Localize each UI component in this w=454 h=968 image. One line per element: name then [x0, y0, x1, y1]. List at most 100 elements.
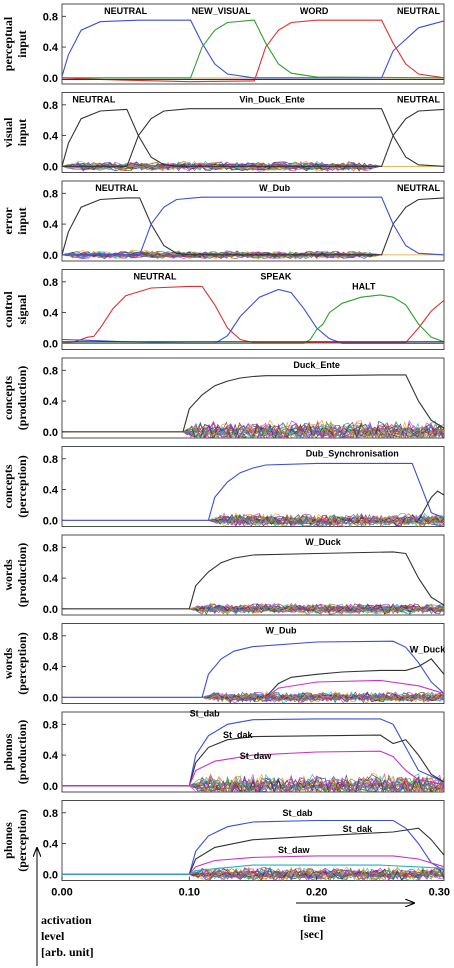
panel-ylabel-line: phonos — [1, 822, 15, 859]
panel-ylabel-line: visual — [1, 117, 15, 148]
series-line-green — [62, 19, 444, 79]
y-tick-label: 0.0 — [43, 73, 58, 85]
y-tick-label: 0.4 — [43, 42, 59, 54]
y-tick-label: 0.8 — [43, 719, 58, 731]
series-line-magenta — [62, 750, 444, 787]
state-label: NEUTRAL — [95, 183, 138, 193]
y-tick-label: 0.8 — [43, 454, 58, 466]
noise-series-line — [62, 160, 381, 172]
panel-plot-area — [62, 374, 444, 438]
noise-series-line — [202, 691, 444, 704]
state-label: SPEAK — [260, 272, 292, 282]
noise-series-line — [208, 512, 444, 527]
noise-series-line — [201, 692, 444, 703]
y-tick-label: 0.4 — [43, 839, 59, 851]
noise-series-line — [189, 867, 444, 881]
y-tick-label: 0.4 — [43, 485, 59, 497]
y-tick-label: 0.0 — [43, 250, 58, 262]
series-line-blue — [62, 196, 444, 256]
state-label: W_Duck — [305, 537, 342, 547]
noise-series-line — [189, 773, 444, 792]
y-tick-label: 0.8 — [43, 11, 58, 23]
noise-series-line — [202, 692, 444, 703]
panel-ylabel-line: words — [1, 559, 15, 591]
noise-series-line — [189, 602, 444, 615]
series-line-black — [62, 197, 444, 256]
panel-frame — [61, 623, 445, 704]
y-tick-label: 0.0 — [43, 869, 58, 881]
noise-series-line — [182, 419, 444, 438]
noise-series-line — [62, 161, 381, 171]
series-line-black — [62, 108, 444, 167]
state-label: St_daw — [278, 845, 311, 855]
panel-frame — [61, 92, 445, 173]
panel-4: 0.8 0.4 0.0 control signal NEUTRAL SPEAK HALT — [1, 269, 445, 350]
state-label: NEUTRAL — [397, 6, 440, 16]
panel-5: 0.8 0.4 0.0 concepts (production) Duck_Ente — [1, 357, 445, 439]
panel-ylabel-line: control — [1, 291, 15, 328]
series-line-black — [418, 490, 444, 521]
y-tick-label: 0.4 — [43, 308, 59, 320]
panel-plot-area — [62, 551, 444, 615]
panel-plot-area — [62, 108, 444, 172]
panel-frame — [61, 357, 445, 439]
x-tick-label: 0.00 — [51, 887, 72, 899]
panel-plot-area — [62, 285, 444, 344]
y-tick-label: 0.8 — [43, 542, 58, 554]
panel-10: 0.8 0.4 0.0 phonos (perception) St_dab St_dak S… — [1, 800, 445, 881]
panel-ylabel-line: words — [1, 648, 15, 680]
y-tick-label: 0.8 — [43, 631, 58, 643]
panel-ylabel-line: error — [1, 207, 15, 235]
y-tick-label: 0.4 — [43, 219, 59, 231]
state-label: W_Duck — [410, 645, 447, 655]
noise-series-line — [189, 603, 444, 615]
panel-8: 0.8 0.4 0.0 words (perception) W_Dub W_Duck — [1, 623, 447, 704]
series-line-cyan — [62, 864, 444, 875]
noise-series-line — [189, 603, 444, 615]
panel-3: 0.8 0.4 0.0 error input NEUTRAL W_Dub NEUTRAL — [1, 180, 445, 262]
noise-series-line — [201, 691, 444, 703]
y-tick-label: 0.8 — [43, 277, 58, 289]
series-line-red — [62, 285, 444, 344]
panel-ylabel-line: perceptual — [1, 16, 15, 71]
panel-7: 0.8 0.4 0.0 words (production) W_Duck — [1, 534, 445, 616]
x-axis-unit: [sec] — [300, 927, 323, 941]
y-note-line-2: level — [41, 929, 65, 943]
state-label: NEUTRAL — [72, 95, 115, 105]
panel-frame — [61, 269, 445, 350]
panel-frame — [61, 534, 445, 616]
y-tick-label: 0.4 — [43, 750, 59, 762]
state-label: NEUTRAL — [397, 183, 440, 193]
y-tick-label: 0.8 — [43, 365, 58, 377]
series-line-magenta — [265, 679, 444, 698]
noise-series-line — [182, 420, 444, 438]
x-tick-label: 0.20 — [306, 887, 327, 899]
y-note-line-1: activation — [41, 913, 92, 927]
state-label: NEUTRAL — [397, 95, 440, 105]
noise-series-line — [182, 419, 444, 438]
x-axis: 0.00 0.10 0.20 0.30 — [51, 876, 450, 899]
panel-9: 0.8 0.4 0.0 phonos (production) St_dab St_dak S… — [1, 709, 445, 793]
noise-series-line — [182, 420, 444, 438]
x-tick-label: 0.10 — [179, 887, 200, 899]
panel-ylabel-line: (perception) — [15, 455, 29, 517]
panel-ylabel-line: input — [15, 30, 29, 57]
series-line-magenta — [62, 855, 444, 875]
panel-frame — [61, 3, 445, 85]
y-tick-label: 0.0 — [43, 781, 58, 793]
state-label: NEUTRAL — [133, 272, 176, 282]
panel-plot-area — [62, 718, 444, 792]
y-tick-label: 0.0 — [43, 515, 58, 527]
panel-ylabel-line: (production) — [15, 543, 29, 607]
panel-plot-area — [62, 19, 444, 83]
noise-series-line — [189, 866, 444, 881]
panel-ylabel-line: input — [15, 207, 29, 234]
noise-series-line — [182, 423, 444, 438]
y-tick-label: 0.4 — [43, 662, 59, 674]
series-line-blue — [62, 19, 444, 79]
panel-ylabel-line: signal — [15, 294, 29, 325]
state-label: St_dab — [283, 808, 314, 818]
y-tick-label: 0.0 — [43, 427, 58, 439]
series-line-black — [62, 551, 444, 610]
state-label: NEUTRAL — [104, 6, 147, 16]
